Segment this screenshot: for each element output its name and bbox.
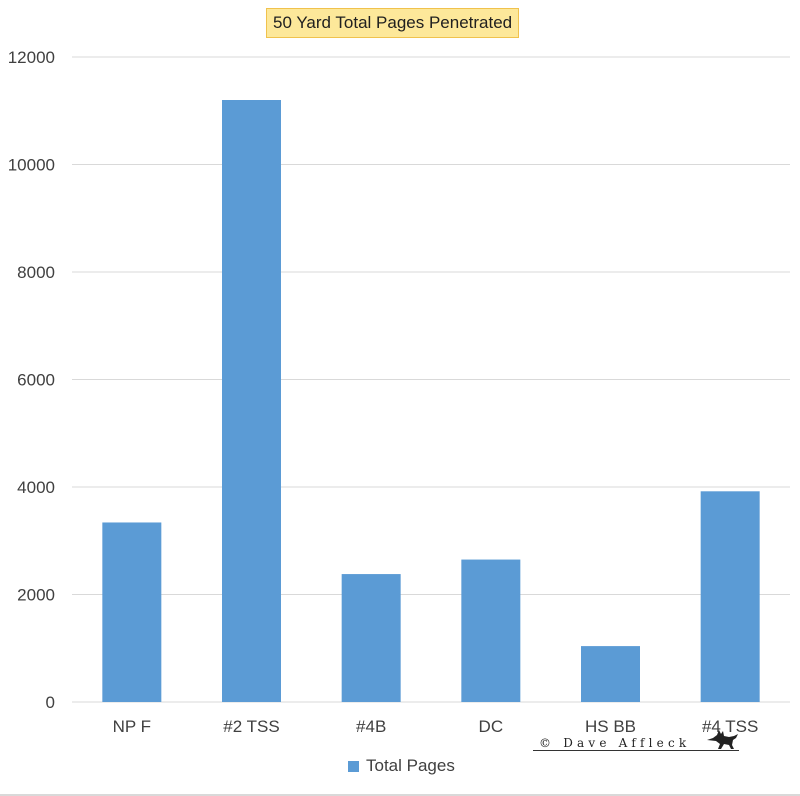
y-tick-label: 10000 [8, 156, 55, 175]
x-tick-label: DC [479, 717, 504, 736]
bar [700, 491, 760, 702]
fox-icon [707, 730, 738, 749]
y-tick-label: 4000 [17, 478, 55, 497]
gridlines [72, 56, 790, 703]
chart-title: 50 Yard Total Pages Penetrated [266, 8, 520, 38]
y-tick-label: 6000 [17, 371, 55, 390]
y-axis-tick-labels: 0 2000 4000 6000 8000 10000 12000 [8, 48, 55, 712]
x-axis-category-labels: NP F #2 TSS #4B DC HS BB #4 TSS [113, 717, 759, 736]
watermark-text: © Dave Affleck [539, 736, 691, 750]
y-tick-label: 12000 [8, 48, 55, 67]
legend-label: Total Pages [366, 756, 455, 775]
bar [581, 646, 640, 702]
x-tick-label: HS BB [585, 717, 636, 736]
x-tick-label: NP F [113, 717, 151, 736]
legend: Total Pages [348, 756, 455, 776]
legend-swatch [348, 760, 359, 772]
watermark: © Dave Affleck [533, 728, 739, 751]
bottom-border [0, 794, 800, 796]
x-tick-label: #4 TSS [702, 717, 758, 736]
y-tick-label: 8000 [17, 263, 55, 282]
y-tick-label: 0 [46, 693, 55, 712]
bar [102, 522, 162, 702]
watermark-underline [533, 750, 739, 751]
y-tick-label: 2000 [17, 586, 55, 605]
bar [341, 574, 401, 702]
bar [461, 559, 521, 702]
x-tick-label: #4B [356, 717, 386, 736]
x-tick-label: #2 TSS [223, 717, 279, 736]
bars [102, 100, 760, 702]
bar [222, 100, 281, 702]
